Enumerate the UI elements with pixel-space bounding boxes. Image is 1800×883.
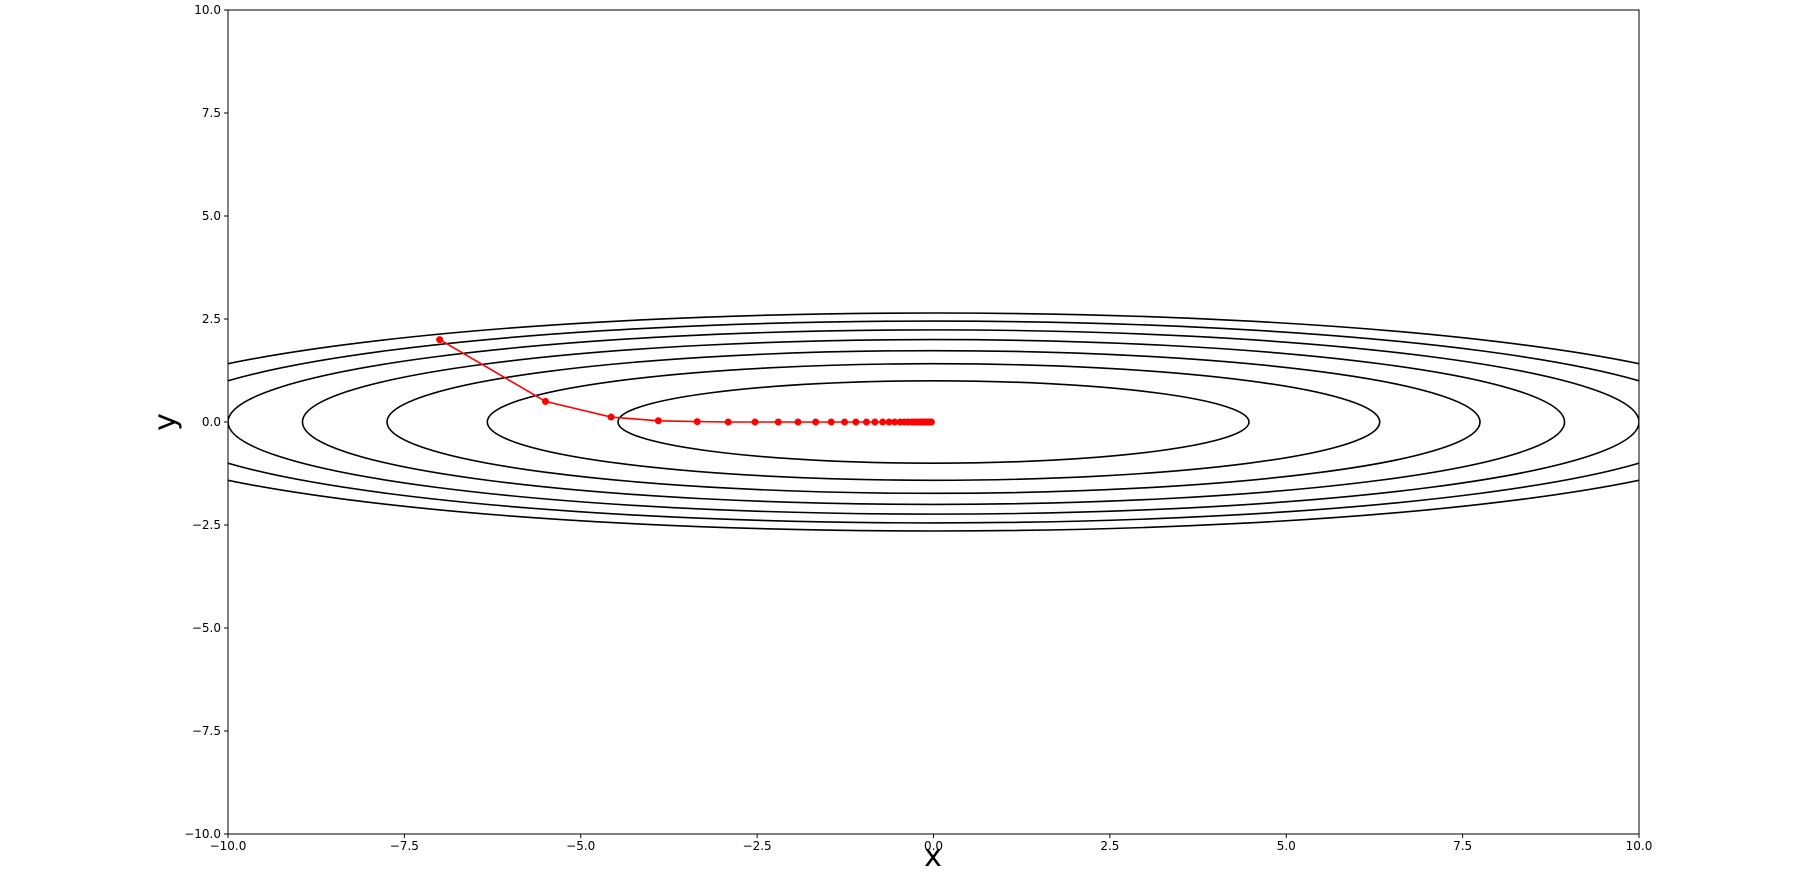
y-tick-label: 0.0 [202,415,221,429]
descent-point [693,418,701,426]
descent-point [774,418,782,426]
y-tick-label: −5.0 [192,621,221,635]
descent-point [927,418,935,426]
x-tick-label: 0.0 [924,839,943,853]
y-tick-label: −7.5 [192,724,221,738]
contour-line [228,329,1639,515]
y-tick-label: 10.0 [194,3,221,17]
y-tick-label: 5.0 [202,209,221,223]
descent-point [827,418,835,426]
descent-point [751,418,759,426]
y-tick-label: 7.5 [202,106,221,120]
x-tick-label: −10.0 [210,839,247,853]
descent-point [812,418,820,426]
descent-point [862,418,870,426]
descent-point [885,418,893,426]
x-tick-label: 7.5 [1453,839,1472,853]
contours [228,312,1639,532]
descent-point [852,418,860,426]
descent-point [879,418,887,426]
y-tick-label: −10.0 [184,827,221,841]
descent-point [541,397,549,405]
descent-point [607,413,615,421]
x-tick-label: −5.0 [566,839,595,853]
descent-point [724,418,732,426]
descent-point [436,336,444,344]
descent-point [891,418,899,426]
x-tick-label: 2.5 [1100,839,1119,853]
contour-line [301,338,1566,506]
x-axis-label: x [924,839,942,874]
descent-point [654,417,662,425]
x-tick-label: −2.5 [743,839,772,853]
contour-line [617,379,1250,464]
contour-line [386,349,1481,495]
contour-line [228,320,1639,524]
y-axis-label: y [148,413,183,431]
descent-point [871,418,879,426]
descent-point [841,418,849,426]
x-tick-label: −7.5 [390,839,419,853]
y-tick-label: 2.5 [202,312,221,326]
x-tick-label: 5.0 [1277,839,1296,853]
x-tick-label: 10.0 [1626,839,1653,853]
contour-line [228,312,1639,532]
contour-line [486,362,1381,482]
descent-point [794,418,802,426]
y-tick-label: −2.5 [192,518,221,532]
